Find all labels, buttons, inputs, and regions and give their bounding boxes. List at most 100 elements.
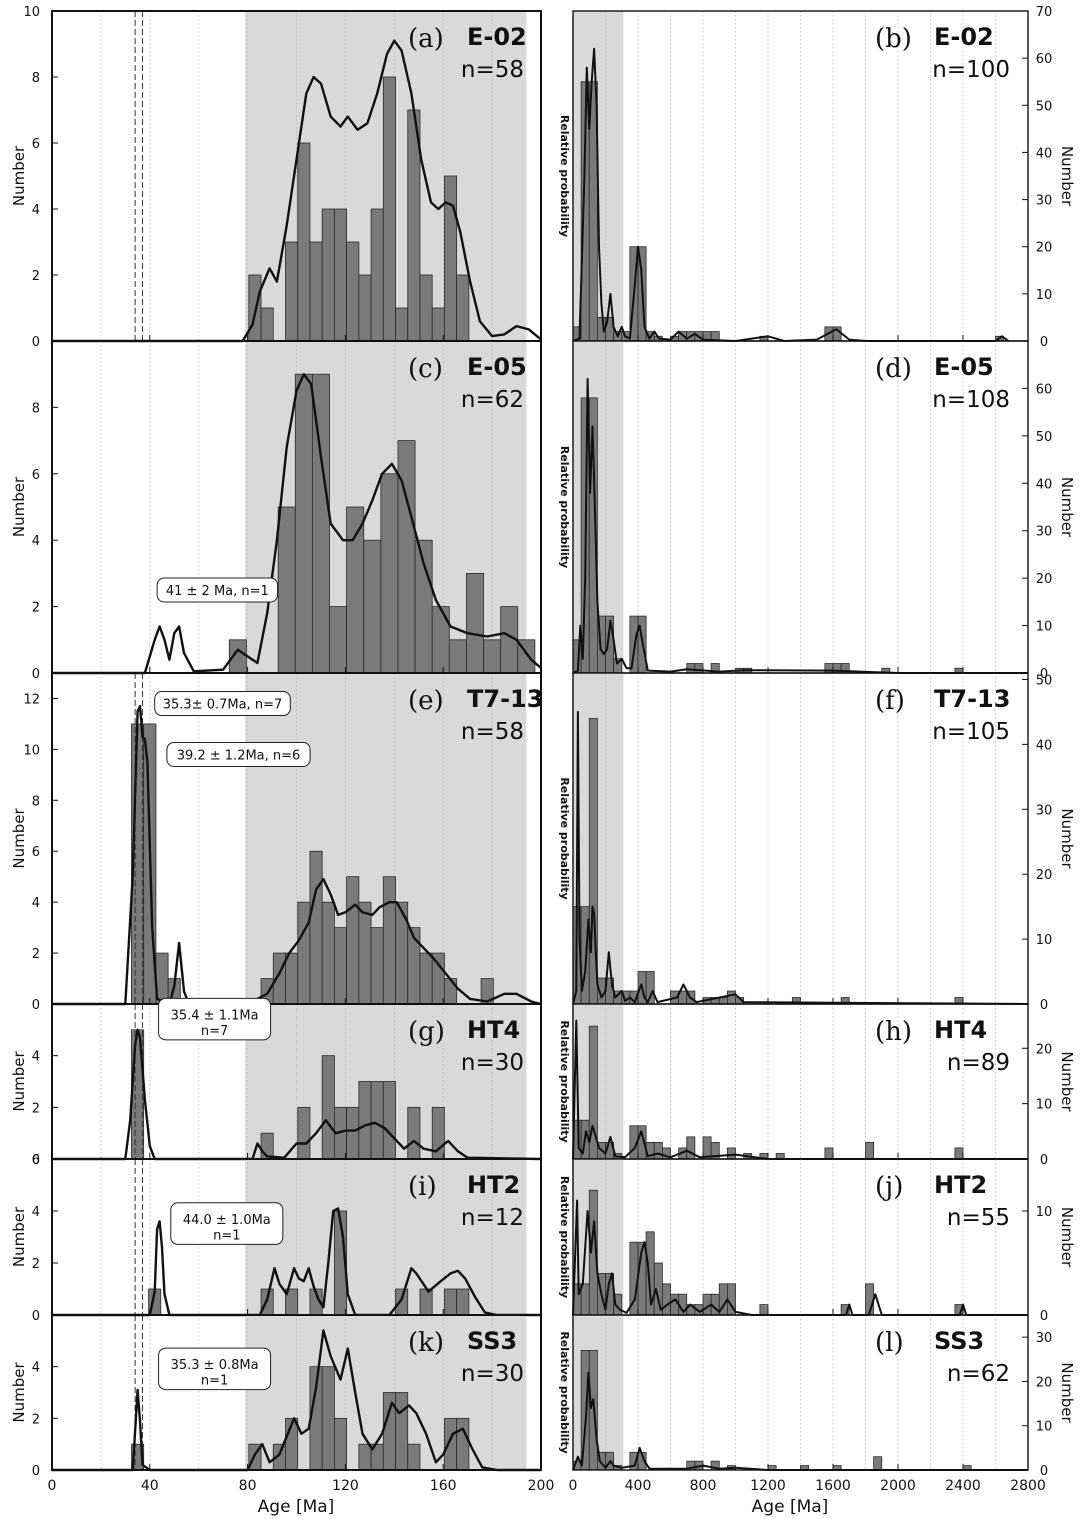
histogram-bar <box>444 1288 458 1316</box>
y-tick-label: 4 <box>32 203 40 218</box>
y-tick-label: 40 <box>1036 477 1053 492</box>
histogram-bar <box>645 971 655 1005</box>
y-tick-label: 20 <box>1036 1042 1053 1057</box>
y-axis-label-right: Number <box>1058 477 1076 538</box>
sample-count: n=30 <box>461 1361 524 1387</box>
probability-density-curve <box>52 373 542 675</box>
histogram-bar <box>397 440 416 674</box>
x-tick-label: 1600 <box>815 1478 851 1494</box>
histogram-bar <box>358 1443 372 1471</box>
y-tick-label: 2 <box>32 601 40 616</box>
histogram-bar <box>419 274 433 342</box>
sample-count: n=62 <box>461 387 524 413</box>
y-tick-label: 30 <box>1036 525 1053 540</box>
probability-density-curve <box>572 1371 1028 1471</box>
y-tick-label: 0 <box>1040 998 1048 1013</box>
y-tick-label: 6 <box>32 1153 40 1168</box>
histogram-bar <box>285 241 299 342</box>
x-tick-label: 0 <box>48 1478 57 1494</box>
panel-letter: (k) <box>408 1328 444 1358</box>
sample-count: n=58 <box>461 57 524 83</box>
y-axis-label-probability: Relative probability <box>558 777 571 899</box>
probability-density-curve <box>572 710 1029 1005</box>
probability-density-curve <box>572 377 1028 674</box>
histogram-bar <box>346 506 365 674</box>
annotation-text: n=1 <box>213 1228 240 1243</box>
y-axis-label-probability: Relative probability <box>558 115 571 237</box>
panel-letter: (j) <box>875 1172 903 1202</box>
annotation-box <box>154 691 291 717</box>
x-axis-label-right: Age [Ma] <box>752 1497 829 1517</box>
panel-f: 0 10 20 30 40 50 (f) T7-13 n=105 Relative probabi… <box>558 672 1076 1013</box>
y-tick-label: 4 <box>32 1050 40 1065</box>
y-tick-label: 0 <box>1040 1153 1048 1168</box>
panel-e: 0 2 4 6 8 10 12 (e) T7-13 n=58 Number 35.3± 0.7Ma, … <box>10 672 543 1013</box>
histogram-bar <box>382 876 396 1005</box>
histogram-bar <box>444 175 458 342</box>
histogram-bar <box>694 663 704 674</box>
probability-density-curve <box>52 704 542 1006</box>
panel-letter: (l) <box>875 1328 904 1358</box>
histogram-bar <box>726 1147 736 1160</box>
histogram-bar <box>407 1106 421 1160</box>
histogram-bar <box>456 1417 470 1471</box>
sample-count: n=30 <box>461 1050 524 1076</box>
annotation-text: n=7 <box>201 1024 228 1039</box>
y-tick-label: 40 <box>1036 146 1053 161</box>
y-tick-label: 10 <box>23 743 40 758</box>
histogram-bar <box>370 927 384 1005</box>
panel-letter: (e) <box>408 686 444 716</box>
histogram-bar <box>321 208 335 342</box>
histogram-bar <box>260 307 274 342</box>
annotation-text: 35.3 ± 0.8Ma <box>171 1358 259 1373</box>
histogram-bar <box>670 1293 680 1316</box>
y-axis-label-probability: Relative probability <box>558 1020 571 1142</box>
histogram-bar <box>382 1081 396 1160</box>
sample-name: E-02 <box>934 23 994 51</box>
histogram-bar <box>297 1106 311 1160</box>
histogram-bar <box>865 1141 875 1160</box>
x-tick-label: 2800 <box>1010 1478 1046 1494</box>
y-tick-label: 0 <box>32 1464 40 1479</box>
histogram-bar <box>718 997 728 1005</box>
panel-letter: (h) <box>875 1017 912 1047</box>
histogram-bar <box>954 1147 964 1160</box>
panel-letter: (c) <box>408 354 443 384</box>
sample-name: HT2 <box>467 1171 520 1199</box>
y-tick-label: 10 <box>1036 1098 1053 1113</box>
histogram-bar <box>448 639 467 674</box>
y-tick-label: 0 <box>32 667 40 682</box>
histogram-bar <box>407 1443 421 1471</box>
y-tick-label: 2 <box>32 269 40 284</box>
histogram-bar <box>277 506 296 674</box>
annotation-text: 44.0 ± 1.0Ma <box>183 1213 271 1228</box>
y-tick-label: 20 <box>1036 1375 1053 1390</box>
y-tick-label: 10 <box>1036 1205 1053 1220</box>
histogram-bar <box>395 307 409 342</box>
probability-density-curve <box>52 1028 542 1161</box>
histogram-bar <box>297 142 311 342</box>
histogram-bar <box>661 1283 671 1316</box>
annotation-box <box>156 577 279 603</box>
histogram-bar <box>873 1456 883 1471</box>
histogram-bar <box>395 1392 409 1471</box>
histogram-bar <box>431 606 450 674</box>
x-tick-label: 120 <box>332 1478 359 1494</box>
y-axis-label: Number <box>10 808 28 869</box>
annotation-box <box>158 997 272 1041</box>
x-axis-label-left: Age [Ma] <box>258 1497 335 1517</box>
histogram-bar <box>686 663 696 674</box>
y-tick-label: 10 <box>1036 620 1053 635</box>
panel-j: 0 10 (j) HT2 n=55 Relative probability Number <box>558 1158 1076 1324</box>
histogram-bar <box>346 1106 360 1160</box>
y-tick-label: 0 <box>1040 1464 1048 1479</box>
histogram-bar <box>358 901 372 1005</box>
y-tick-label: 10 <box>1036 933 1053 948</box>
histogram-bar <box>431 307 445 342</box>
x-tick-label: 0 <box>569 1478 578 1494</box>
histogram-bar <box>294 373 313 674</box>
y-tick-label: 4 <box>32 1205 40 1220</box>
